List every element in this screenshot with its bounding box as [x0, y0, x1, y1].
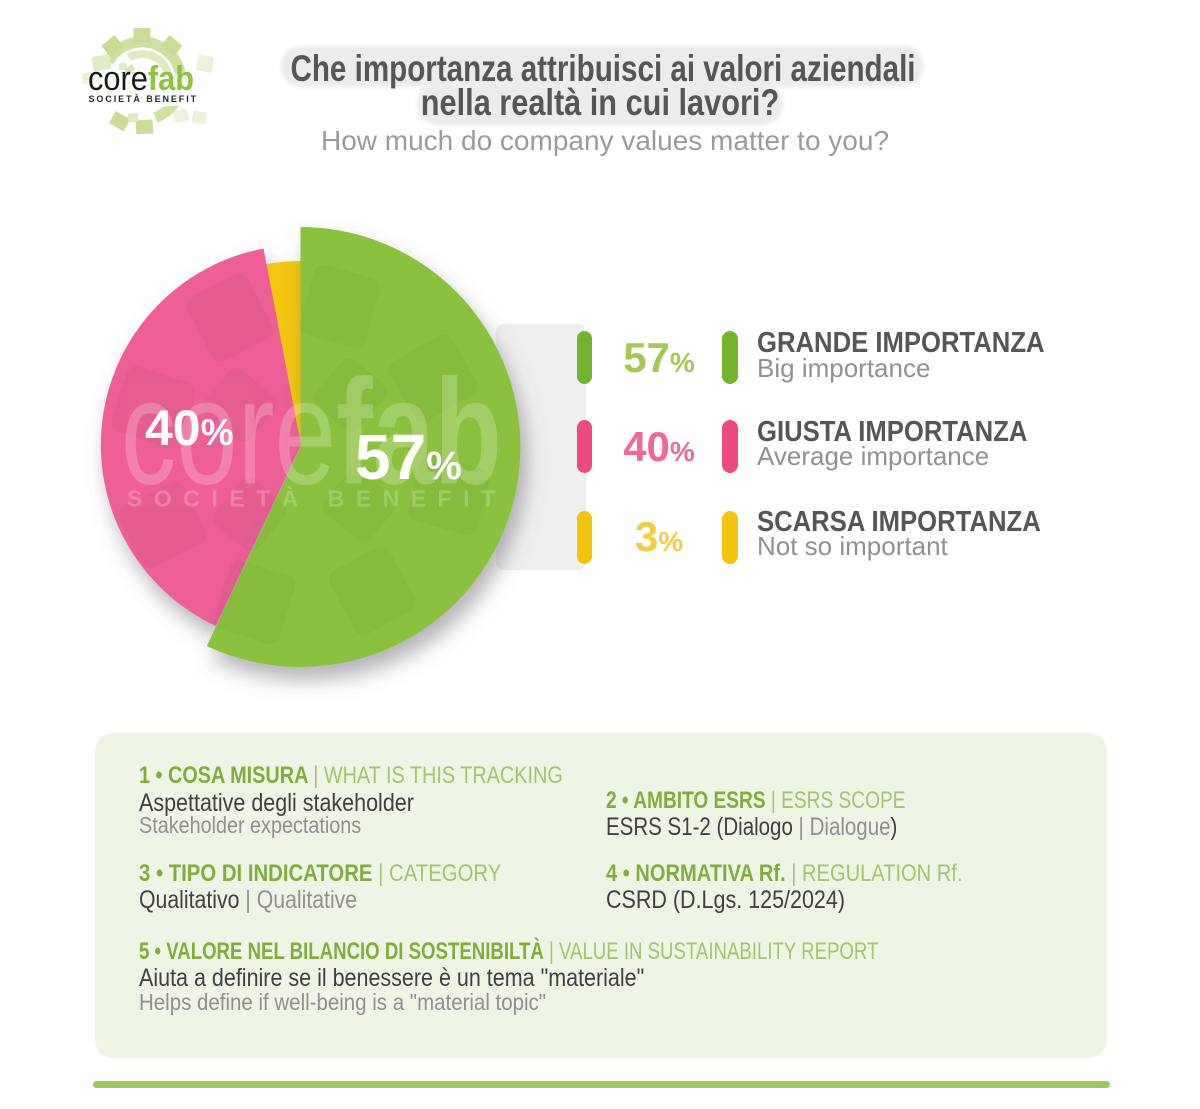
- svg-text:corefab: corefab: [121, 348, 502, 515]
- svg-text:SOCIETÀ BENEFIT: SOCIETÀ BENEFIT: [127, 485, 507, 512]
